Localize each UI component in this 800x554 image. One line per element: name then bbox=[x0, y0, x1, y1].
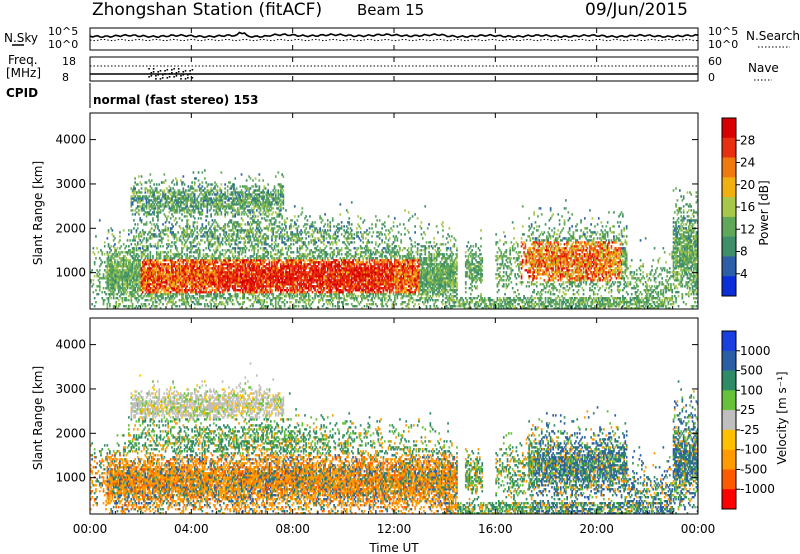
power-panel: 1000 2000 3000 4000 Slant Range [km] 4 8 12 16… bbox=[31, 113, 771, 309]
power-colorbar-tick: 16 bbox=[740, 200, 755, 214]
date-label: 09/Jun/2015 bbox=[585, 0, 688, 20]
nsky-tick-bottom: 10^0 bbox=[48, 38, 78, 51]
power-colorbar-label: Power [dB] bbox=[757, 180, 771, 245]
radar-figure: Zhongshan Station (fitACF) Beam 15 09/Ju… bbox=[0, 0, 800, 554]
nsky-panel: 10^5 10^0 N.Sky 10^5 10^0 N.Search bbox=[4, 25, 800, 51]
power-colorbar-tick: 8 bbox=[740, 245, 748, 259]
power-colorbar-tick: 28 bbox=[740, 133, 755, 147]
nsky-label: N.Sky bbox=[4, 31, 38, 45]
power-heatmap bbox=[90, 169, 698, 309]
power-colorbar-swatch bbox=[722, 177, 736, 197]
nsky-tick-top: 10^5 bbox=[48, 25, 78, 38]
velocity-colorbar-tick: -100 bbox=[740, 443, 767, 457]
power-colorbar-tick: 20 bbox=[740, 178, 755, 192]
power-ytick-2000: 2000 bbox=[55, 221, 86, 235]
power-ytick-3000: 3000 bbox=[55, 177, 86, 191]
velocity-colorbar-swatch bbox=[722, 489, 736, 509]
power-colorbar-tick: 12 bbox=[740, 222, 755, 236]
power-colorbar-swatch bbox=[722, 118, 736, 138]
power-colorbar-tick: 24 bbox=[740, 156, 755, 170]
velocity-colorbar-swatch bbox=[722, 331, 736, 351]
velocity-colorbar-swatch bbox=[722, 469, 736, 489]
nsearch-line bbox=[90, 39, 698, 40]
velocity-colorbar-tick: -1000 bbox=[740, 482, 775, 496]
time-tick-0: 00:00 bbox=[73, 522, 108, 536]
power-ytick-1000: 1000 bbox=[55, 266, 86, 280]
time-axis-label: Time UT bbox=[368, 541, 419, 554]
nsearch-tick-top: 10^5 bbox=[708, 25, 738, 38]
velocity-colorbar-tick: -25 bbox=[740, 423, 760, 437]
freq-label: Freq. bbox=[8, 53, 38, 67]
time-tick-6: 00:00 bbox=[681, 522, 716, 536]
velocity-ytick-4000: 4000 bbox=[55, 338, 86, 352]
freq-unit: [MHz] bbox=[6, 66, 41, 80]
station-title: Zhongshan Station (fitACF) bbox=[92, 0, 322, 20]
freq-tick-bottom: 8 bbox=[62, 71, 69, 84]
velocity-colorbar-label: Velocity [m s⁻¹] bbox=[775, 371, 789, 464]
power-colorbar-swatch bbox=[722, 217, 736, 237]
time-tick-4: 16:00 bbox=[478, 522, 513, 536]
velocity-colorbar-swatch bbox=[722, 351, 736, 371]
power-colorbar-swatch bbox=[722, 256, 736, 276]
velocity-ytick-1000: 1000 bbox=[55, 471, 86, 485]
freq-tick-top: 18 bbox=[62, 55, 76, 68]
velocity-colorbar-tick: 100 bbox=[740, 383, 763, 397]
power-colorbar-swatch bbox=[722, 138, 736, 158]
power-colorbar: 4 8 12 16 20 24 28 bbox=[722, 118, 755, 296]
velocity-colorbar-swatch bbox=[722, 450, 736, 470]
beam-label: Beam 15 bbox=[357, 1, 424, 19]
power-colorbar-swatch bbox=[722, 197, 736, 217]
cpid-text: normal (fast stereo) 153 bbox=[93, 93, 259, 107]
nave-tick-top: 60 bbox=[708, 55, 722, 68]
cpid-row: CPID normal (fast stereo) 153 bbox=[6, 83, 259, 108]
velocity-colorbar-swatch bbox=[722, 430, 736, 450]
velocity-ytick-3000: 3000 bbox=[55, 382, 86, 396]
velocity-colorbar-swatch bbox=[722, 410, 736, 430]
nsky-line bbox=[90, 33, 698, 38]
nsearch-label: N.Search bbox=[746, 29, 800, 43]
velocity-colorbar-swatch bbox=[722, 390, 736, 410]
velocity-ytick-2000: 2000 bbox=[55, 426, 86, 440]
velocity-colorbar: 1000 500 100 25 -25 -100 -500 -1000 bbox=[722, 331, 775, 509]
power-colorbar-tick: 4 bbox=[740, 267, 748, 281]
power-colorbar-swatch bbox=[722, 276, 736, 296]
time-tick-1: 04:00 bbox=[174, 522, 209, 536]
time-tick-3: 12:00 bbox=[377, 522, 412, 536]
velocity-heatmap bbox=[90, 362, 698, 514]
velocity-colorbar-tick: -500 bbox=[740, 462, 767, 476]
power-ytick-4000: 4000 bbox=[55, 133, 86, 147]
nave-label: Nave bbox=[748, 61, 779, 75]
velocity-colorbar-swatch bbox=[722, 371, 736, 391]
freq-panel: 18 8 Freq. [MHz] 60 0 Nave bbox=[6, 53, 779, 84]
velocity-colorbar-tick: 500 bbox=[740, 364, 763, 378]
nsearch-tick-bottom: 10^0 bbox=[708, 38, 738, 51]
time-tick-5: 20:00 bbox=[579, 522, 614, 536]
nave-tick-bottom: 0 bbox=[708, 71, 715, 84]
power-colorbar-swatch bbox=[722, 158, 736, 178]
time-tick-2: 08:00 bbox=[275, 522, 310, 536]
power-colorbar-swatch bbox=[722, 237, 736, 257]
velocity-colorbar-tick: 25 bbox=[740, 403, 755, 417]
power-ylabel: Slant Range [km] bbox=[31, 161, 45, 265]
velocity-colorbar-tick: 1000 bbox=[740, 344, 771, 358]
velocity-ylabel: Slant Range [km] bbox=[31, 366, 45, 470]
velocity-panel: 1000 2000 3000 4000 Slant Range [km] 1000 50… bbox=[31, 318, 789, 514]
cpid-label: CPID bbox=[6, 86, 38, 100]
